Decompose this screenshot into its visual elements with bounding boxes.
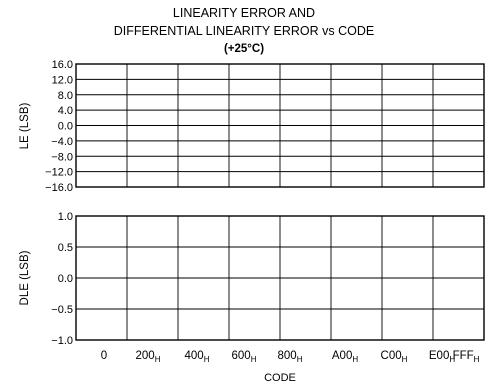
panel-2-y-axis-label: DLE (LSB) — [19, 250, 31, 305]
x-tick-label: E00H — [429, 350, 455, 364]
panel-2-y-tick-label: 1.0 — [58, 211, 73, 223]
panel-2-y-tick-label: −0.5 — [51, 304, 73, 316]
panel-1-y-tick-label: 4.0 — [58, 105, 73, 117]
panel-2-y-tick-label: −1.0 — [51, 335, 73, 347]
panel-1-y-tick-label: 16.0 — [52, 59, 73, 71]
x-tick-label: 600H — [232, 350, 257, 364]
x-tick-label: 400H — [185, 350, 210, 364]
panel-1-y-tick-label: −8.0 — [51, 151, 73, 163]
x-tick-label: 800H — [278, 350, 303, 364]
panel-2-y-tick-label: 0.5 — [58, 242, 73, 254]
x-tick-label: A00H — [332, 350, 358, 364]
chart-title-line-2: DIFFERENTIAL LINEARITY ERROR vs CODE — [113, 24, 375, 38]
panel-1-y-axis-label: LE (LSB) — [19, 103, 31, 150]
x-tick-label: C00H — [381, 350, 408, 364]
x-tick-label: 0 — [101, 350, 107, 362]
x-tick-label: FFFH — [453, 350, 480, 364]
panel-2-y-tick-label: 0.0 — [58, 273, 73, 285]
panel-1-y-tick-label: −12.0 — [45, 167, 73, 179]
x-axis-label: CODE — [264, 372, 296, 384]
chart-title-line-1: LINEARITY ERROR AND — [172, 6, 316, 20]
chart-title-line-3: (+25°C) — [223, 43, 265, 55]
panel-1-y-tick-label: 8.0 — [58, 90, 73, 102]
panel-1-y-tick-label: −4.0 — [51, 136, 73, 148]
panel-1-y-tick-label: 12.0 — [52, 74, 73, 86]
panel-1-y-tick-label: 0.0 — [58, 121, 73, 133]
panel-1-y-tick-label: −16.0 — [45, 182, 73, 194]
x-tick-label: 200H — [136, 350, 161, 364]
